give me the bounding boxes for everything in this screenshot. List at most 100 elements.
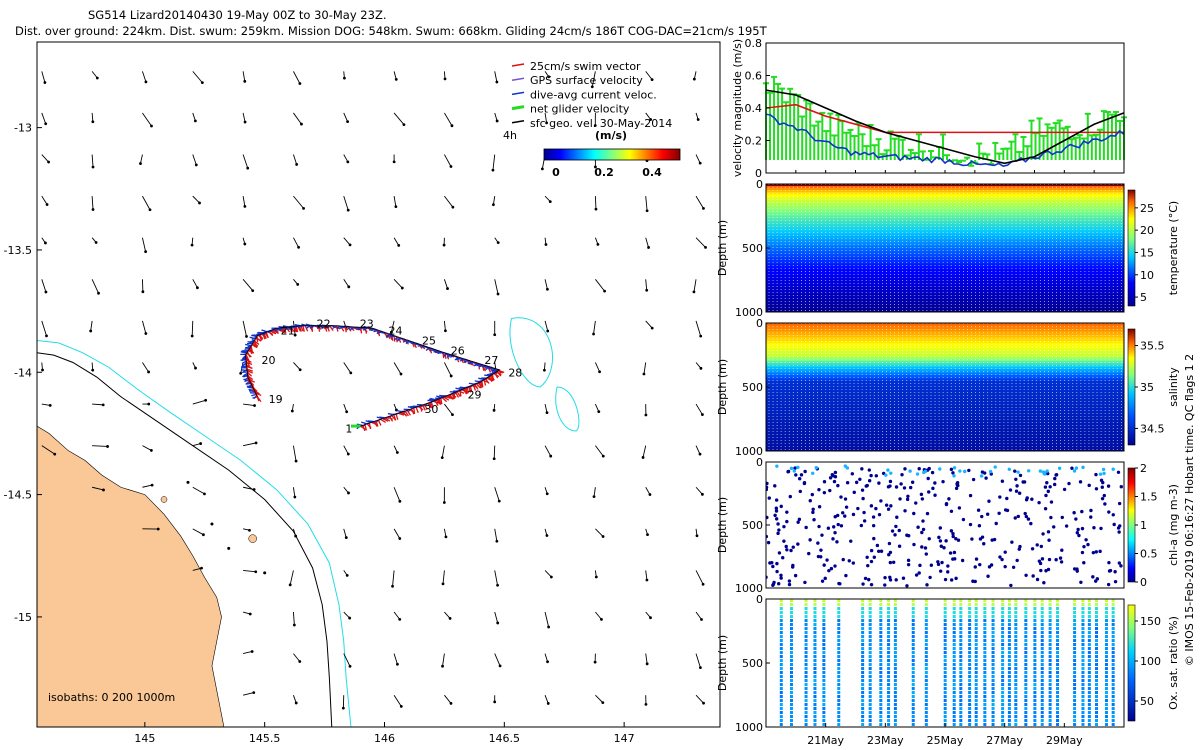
chl-sample	[1015, 558, 1019, 563]
profile-band	[766, 425, 1124, 427]
chl-sample-high	[775, 464, 779, 468]
oxygen-sample	[779, 687, 783, 690]
chl-sample	[910, 480, 915, 484]
chl-sample-high	[1045, 469, 1049, 473]
chl-sample	[872, 555, 876, 559]
oxygen-sample	[943, 607, 947, 610]
geo-velocity-head	[252, 488, 256, 491]
oxygen-sample	[813, 639, 817, 642]
oxygen-sample	[1104, 663, 1108, 666]
oxygen-sample	[779, 711, 783, 714]
oxygen-sample	[861, 679, 865, 682]
profile-band	[766, 242, 1124, 244]
y-tick-label: 0	[756, 456, 763, 469]
y-tick-label: 0.8	[745, 37, 763, 50]
oxygen-sample	[1001, 627, 1005, 630]
oxygen-sample	[1087, 599, 1091, 602]
y-tick-label: 1000	[735, 306, 763, 319]
geo-velocity-arrow	[90, 320, 93, 332]
oxygen-sample	[789, 607, 793, 610]
oxygen-sample	[813, 691, 817, 694]
geo-velocity-head	[243, 204, 247, 208]
chl-sample	[990, 538, 994, 542]
chl-sample	[877, 512, 882, 517]
oxygen-sample	[779, 719, 783, 722]
geo-velocity-head	[298, 660, 302, 663]
geo-velocity-arrow	[442, 653, 445, 667]
oxygen-sample	[983, 723, 987, 726]
chl-sample	[1070, 466, 1074, 470]
oxygen-sample	[1056, 655, 1060, 658]
chl-sample	[819, 548, 823, 552]
oxygen-sample	[1111, 615, 1115, 618]
oxygen-sample	[924, 667, 928, 670]
legend-entry: net glider velocity	[530, 103, 630, 116]
chl-sample	[906, 558, 911, 563]
geo-velocity-head	[45, 203, 49, 206]
swim-vector	[346, 326, 352, 332]
chl-sample	[937, 535, 941, 540]
oxygen-sample	[1048, 707, 1052, 710]
dac-vector	[240, 351, 247, 354]
chl-sample	[1080, 550, 1085, 555]
chl-sample	[789, 548, 793, 553]
oxygen-sample	[1048, 695, 1052, 698]
chl-sample-high	[923, 469, 928, 473]
geo-velocity-head	[252, 691, 256, 695]
oxygen-sample	[887, 619, 891, 622]
oxygen-sample	[868, 715, 872, 718]
swim-vector	[426, 402, 434, 406]
oxygen-sample	[1073, 687, 1077, 690]
geo-velocity-head	[493, 700, 497, 704]
oxygen-sample	[1056, 659, 1060, 662]
oxygen-sample	[911, 603, 915, 606]
profile-band	[766, 250, 1124, 252]
geo-velocity-head	[449, 702, 453, 705]
chl-sample	[860, 467, 864, 471]
chl-sample	[1053, 476, 1057, 481]
x-tick-label: 25May	[927, 734, 964, 747]
oxygen-sample	[1095, 707, 1099, 710]
oxygen-sample	[837, 659, 841, 662]
chl-sample	[823, 576, 827, 581]
chl-sample	[869, 473, 873, 478]
profile-band	[766, 443, 1124, 445]
oxygen-sample	[1095, 615, 1099, 618]
island-dot	[210, 522, 214, 526]
oxygen-sample	[968, 719, 972, 722]
geo-velocity-head	[641, 456, 645, 459]
geo-velocity-arrow	[140, 154, 143, 164]
geo-velocity-head	[44, 241, 47, 245]
oxygen-sample	[952, 691, 956, 694]
oxygen-sample	[1048, 603, 1052, 606]
oxygen-sample	[1095, 635, 1099, 638]
geo-velocity-head	[496, 241, 500, 245]
oxygen-sample	[1024, 679, 1028, 682]
geo-velocity-arrow	[91, 154, 94, 168]
chl-sample	[861, 582, 865, 586]
chl-sample	[790, 565, 795, 569]
chl-sample	[927, 490, 931, 494]
oxygen-sample	[1081, 615, 1085, 618]
glider-track	[245, 325, 501, 427]
reef-outline	[509, 317, 554, 388]
legend-unit: 4h	[503, 129, 517, 142]
geo-velocity-head	[647, 246, 650, 249]
profile-band	[766, 282, 1124, 284]
geo-velocity-arrow	[242, 651, 253, 655]
chl-sample	[817, 524, 821, 529]
chl-sample	[933, 493, 937, 497]
chl-sample	[952, 550, 957, 555]
geo-velocity-head	[293, 495, 297, 499]
chl-sample	[1082, 544, 1086, 549]
profile-band	[766, 437, 1124, 439]
geo-velocity-head	[545, 411, 549, 415]
chl-sample-high	[792, 469, 796, 473]
profile-band	[766, 308, 1124, 310]
oxygen-sample	[1095, 719, 1099, 722]
oxygen-sample	[1056, 687, 1060, 690]
oxygen-sample	[924, 703, 928, 706]
geo-velocity-head	[698, 452, 702, 456]
velocity-series-line	[765, 89, 1125, 165]
